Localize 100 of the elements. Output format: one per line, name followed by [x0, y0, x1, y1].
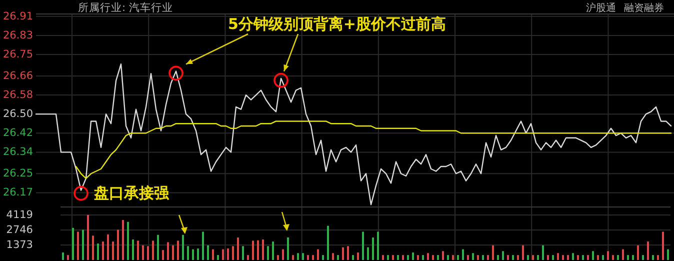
- bar: [517, 255, 519, 260]
- bar: [362, 232, 364, 260]
- bar: [247, 255, 249, 260]
- bar: [397, 255, 399, 260]
- bar: [582, 255, 584, 260]
- bar: [657, 255, 659, 260]
- y-tick-label: 26.25: [2, 168, 33, 180]
- annotation: 盘口承接强: [93, 184, 170, 202]
- bar: [667, 249, 669, 260]
- bar: [137, 240, 139, 260]
- bar: [432, 255, 434, 260]
- bar: [112, 242, 114, 260]
- bar: [172, 245, 174, 260]
- bar: [652, 255, 654, 260]
- bar: [597, 255, 599, 260]
- bar: [372, 237, 374, 260]
- y-tick-label: 1373: [6, 238, 33, 251]
- bar: [642, 255, 644, 260]
- bar: [392, 255, 394, 260]
- bar: [167, 242, 169, 260]
- bar: [87, 214, 89, 260]
- bar: [407, 255, 409, 260]
- bar: [612, 255, 614, 260]
- bar: [242, 246, 244, 260]
- bar: [382, 255, 384, 260]
- bar: [377, 232, 379, 260]
- bar: [542, 245, 544, 260]
- line-series: [35, 63, 672, 206]
- bar: [622, 249, 624, 260]
- bar: [527, 255, 529, 260]
- bar: [282, 249, 284, 260]
- bar: [417, 255, 419, 260]
- bar: [207, 245, 209, 260]
- bar: [402, 255, 404, 260]
- bar: [192, 249, 194, 260]
- bar: [632, 255, 634, 260]
- bar: [422, 255, 424, 260]
- bar: [457, 255, 459, 260]
- bar: [547, 255, 549, 260]
- bar: [327, 226, 329, 260]
- bar: [77, 232, 79, 260]
- bar: [322, 255, 324, 260]
- bar: [562, 255, 564, 260]
- bar: [472, 253, 474, 260]
- bar: [297, 253, 299, 260]
- bar: [647, 242, 649, 260]
- bar: [497, 255, 499, 260]
- bar: [627, 255, 629, 260]
- bar: [162, 250, 164, 260]
- bar: [617, 255, 619, 260]
- bar: [557, 253, 559, 260]
- y-tick-label: 4119: [6, 208, 33, 221]
- bar: [217, 255, 219, 260]
- annotation: 5分钟级别顶背离+股价不过前高: [228, 15, 446, 33]
- bar: [482, 255, 484, 260]
- bar: [272, 242, 274, 260]
- bar: [277, 255, 279, 260]
- bar: [577, 255, 579, 260]
- bar: [512, 255, 514, 260]
- y-tick-label: 26.66: [2, 70, 34, 82]
- bar: [147, 246, 149, 260]
- bar: [442, 251, 444, 260]
- y-tick-label: 26.83: [2, 29, 33, 42]
- bar: [492, 245, 494, 260]
- bar: [532, 255, 534, 260]
- y-tick-label: 26.42: [2, 127, 33, 140]
- bar: [312, 255, 314, 260]
- chart-title: 所属行业: 汽车行业: [78, 1, 173, 14]
- bar: [227, 248, 229, 260]
- bar: [572, 253, 574, 260]
- bar: [507, 255, 509, 260]
- y-tick-label: 26.58: [2, 89, 33, 102]
- bar: [292, 255, 294, 260]
- y-tick-label: 2746: [6, 224, 34, 236]
- bar: [427, 253, 429, 260]
- bar: [602, 255, 604, 260]
- bar: [592, 251, 594, 260]
- bar: [267, 246, 269, 260]
- bar: [132, 239, 134, 260]
- bar: [447, 255, 449, 260]
- bar: [342, 247, 344, 260]
- bar: [367, 247, 369, 260]
- text: 融资融券: [624, 2, 664, 14]
- bar: [212, 249, 214, 260]
- bar: [477, 255, 479, 260]
- bar: [72, 228, 74, 260]
- bar: [437, 255, 439, 260]
- bar: [502, 251, 504, 260]
- bar: [452, 255, 454, 260]
- bar: [152, 240, 154, 260]
- bar: [347, 246, 349, 260]
- bar: [257, 240, 259, 260]
- bar: [187, 246, 189, 260]
- bar: [232, 246, 234, 260]
- bar: [237, 237, 239, 260]
- bar: [107, 234, 109, 260]
- bar: [122, 220, 124, 260]
- bar: [607, 251, 609, 260]
- bar: [412, 252, 414, 260]
- bar: [302, 253, 304, 260]
